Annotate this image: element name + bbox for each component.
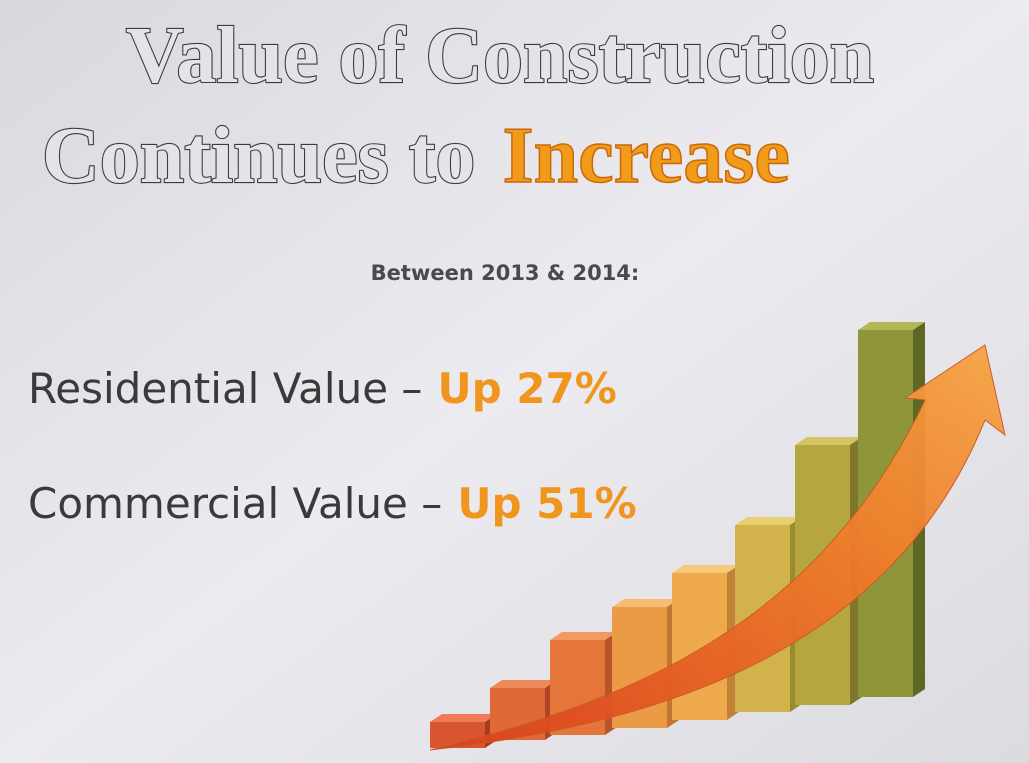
stat-label: Residential Value – [28, 364, 422, 413]
title-line: Value of Construction [126, 12, 874, 100]
stat-line: Residential Value – Up 27% [28, 364, 617, 413]
stat-value: Up 27% [437, 364, 616, 413]
title-highlight: Increase [503, 112, 790, 200]
stat-label: Commercial Value – [28, 479, 442, 528]
title-text: Continues to [42, 112, 475, 200]
decor-arrow [429, 344, 1006, 751]
title-line: Continues to Increase [42, 112, 790, 200]
stat-line: Commercial Value – Up 51% [28, 479, 637, 528]
subtitle: Between 2013 & 2014: [371, 261, 640, 285]
stat-value: Up 51% [457, 479, 636, 528]
